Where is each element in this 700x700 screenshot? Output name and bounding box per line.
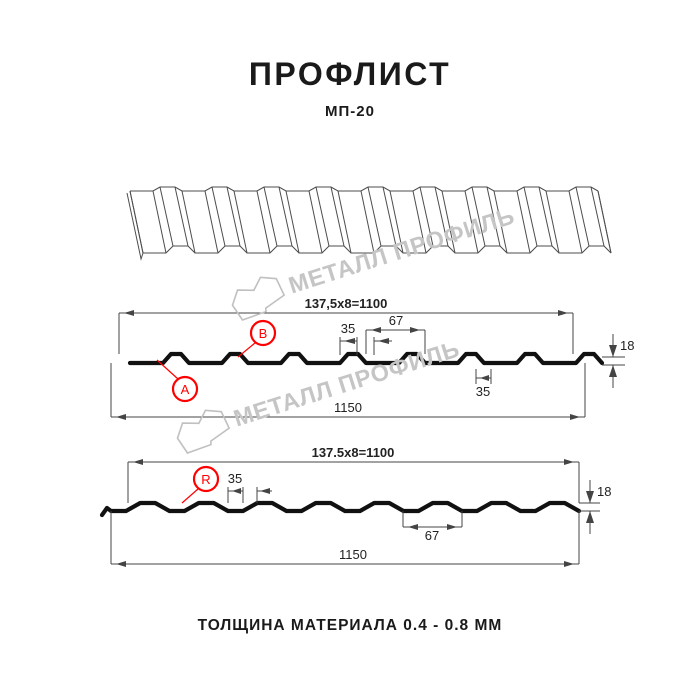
- svg-text:67: 67: [389, 313, 403, 328]
- svg-text:18: 18: [620, 338, 634, 353]
- svg-text:137,5x8=1100: 137,5x8=1100: [305, 296, 388, 311]
- svg-text:1150: 1150: [334, 400, 362, 415]
- svg-text:67: 67: [425, 528, 439, 543]
- svg-text:35: 35: [341, 321, 355, 336]
- svg-text:A: A: [181, 382, 190, 397]
- svg-text:137.5x8=1100: 137.5x8=1100: [312, 445, 395, 460]
- svg-text:35: 35: [476, 384, 490, 399]
- svg-text:18: 18: [597, 484, 611, 499]
- svg-text:1150: 1150: [339, 547, 367, 562]
- svg-text:35: 35: [228, 471, 242, 486]
- svg-text:B: B: [259, 326, 268, 341]
- svg-text:R: R: [201, 472, 210, 487]
